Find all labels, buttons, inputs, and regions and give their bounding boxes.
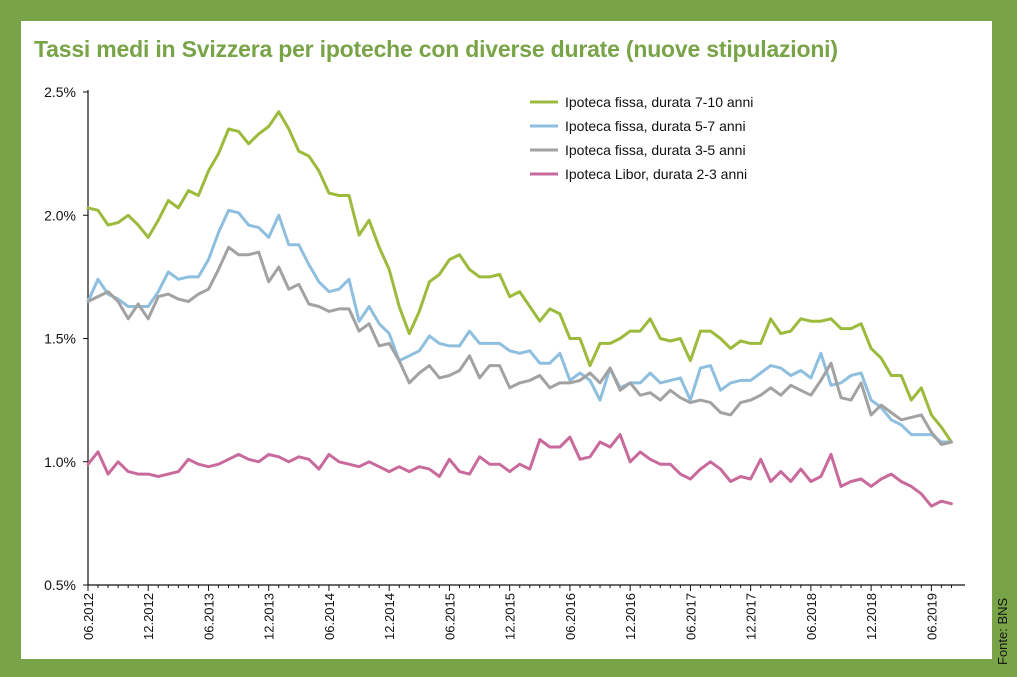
source-note: Fonte: BNS bbox=[995, 597, 1010, 665]
x-tick-label: 06.2015 bbox=[442, 593, 457, 640]
series-line-1 bbox=[86, 110, 953, 444]
series-line-4 bbox=[86, 433, 953, 508]
x-tick-label: 06.2012 bbox=[81, 593, 96, 640]
y-tick-label: 2.5% bbox=[44, 84, 76, 100]
x-tick-label: 06.2019 bbox=[924, 593, 939, 640]
x-tick-label: 12.2018 bbox=[864, 593, 879, 640]
y-tick-label: 0.5% bbox=[44, 577, 76, 593]
x-tick-label: 06.2013 bbox=[201, 593, 216, 640]
x-tick-label: 06.2014 bbox=[322, 593, 337, 640]
chart-panel bbox=[21, 21, 992, 659]
x-tick-label: 12.2015 bbox=[503, 593, 518, 640]
x-tick-label: 12.2016 bbox=[623, 593, 638, 640]
series-line-2 bbox=[86, 208, 953, 444]
x-tick-label: 06.2018 bbox=[804, 593, 819, 640]
x-tick-label: 12.2013 bbox=[262, 593, 277, 640]
y-tick-label: 1.0% bbox=[44, 454, 76, 470]
legend-label-1: Ipoteca fissa, durata 7-10 anni bbox=[565, 94, 753, 110]
x-tick-label: 06.2017 bbox=[683, 593, 698, 640]
series-line-3 bbox=[86, 245, 953, 446]
x-tick-label: 12.2014 bbox=[382, 593, 397, 640]
legend-label-2: Ipoteca fissa, durata 5-7 anni bbox=[565, 118, 746, 134]
y-tick-label: 1.5% bbox=[44, 331, 76, 347]
y-tick-label: 2.0% bbox=[44, 207, 76, 223]
x-tick-label: 12.2012 bbox=[141, 593, 156, 640]
x-tick-label: 06.2016 bbox=[563, 593, 578, 640]
legend-label-3: Ipoteca fissa, durata 3-5 anni bbox=[565, 142, 746, 158]
x-tick-label: 12.2017 bbox=[744, 593, 759, 640]
legend-label-4: Ipoteca Libor, durata 2-3 anni bbox=[565, 166, 747, 182]
chart-title: Tassi medi in Svizzera per ipoteche con … bbox=[34, 36, 838, 62]
